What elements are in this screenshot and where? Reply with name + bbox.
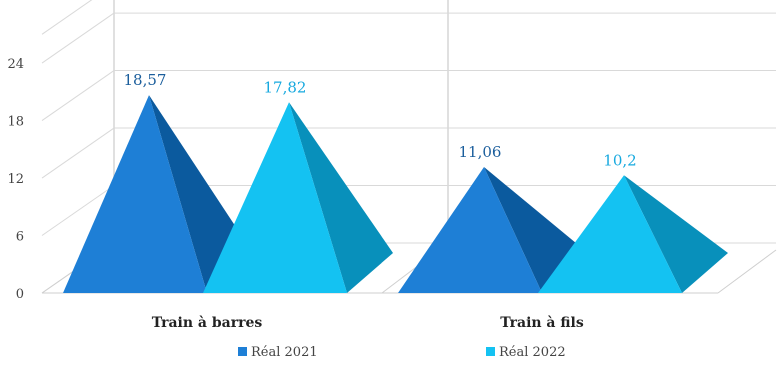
axis-layer: 0 6 12 18 24 Train à barres Train à fils [7,57,583,331]
legend-item-real-2022: Réal 2022 [486,345,566,360]
data-label-train-a-barres-real-2021: 18,57 [124,71,167,89]
legend-item-real-2021: Réal 2021 [238,345,318,360]
gridline-side-3 [41,70,115,121]
pyramid-train-a-barres-real-2022-side-face [289,102,393,294]
category-label-train-a-fils: Train à fils [500,315,584,331]
pyramid-train-a-fils-real-2022-side-face [624,175,728,293]
y-tick-label-1: 6 [16,230,24,245]
y-tick-label-3: 18 [7,115,24,130]
category-label-train-a-barres: Train à barres [152,315,263,331]
legend-label-real-2022: Réal 2022 [499,345,566,360]
legend: Réal 2021 Réal 2022 [238,345,566,360]
pyramid-train-a-barres-real-2022 [203,102,393,294]
gridline-side-top [41,0,93,35]
label-layer: 18,57 11,06 17,82 10,2 [124,71,637,169]
pyramid-train-a-fils-real-2022 [538,175,728,293]
mark-layer [63,95,728,294]
gridline-side-2 [41,127,115,179]
pyramid-train-a-barres-real-2022-front-face [203,102,347,294]
pyramid-train-a-fils-real-2021-front-face [398,167,542,293]
legend-label-real-2021: Réal 2021 [251,345,318,360]
data-label-train-a-fils-real-2021: 11,06 [459,143,502,161]
pyramid-train-a-fils-real-2022-front-face [538,175,682,293]
legend-swatch-real-2022 [486,347,495,356]
data-label-train-a-fils-real-2022: 10,2 [603,151,636,169]
gridline-side-4 [41,12,115,64]
floor-right-edge [717,249,777,294]
pyramid-train-a-barres-real-2021-front-face [63,95,207,294]
y-tick-label-0: 0 [16,287,24,302]
y-tick-label-4: 24 [7,57,24,72]
legend-swatch-real-2021 [238,347,247,356]
y-tick-label-2: 12 [7,172,24,187]
gridline-side-1 [41,185,115,236]
data-label-train-a-barres-real-2022: 17,82 [264,78,307,96]
